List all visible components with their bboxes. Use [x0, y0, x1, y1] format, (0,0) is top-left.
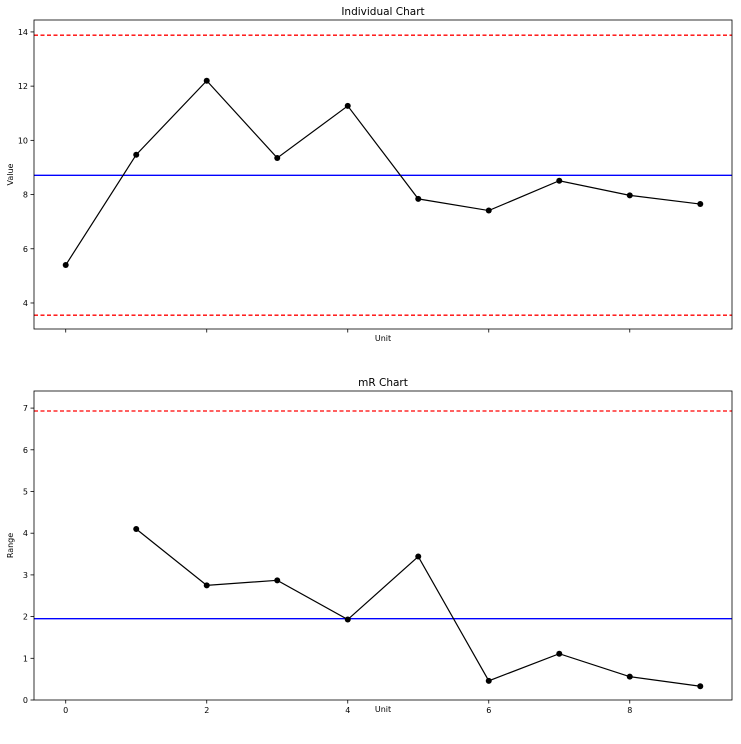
data-point	[62, 262, 69, 269]
y-tick-label: 3	[23, 571, 28, 580]
x-axis-label: Unit	[375, 334, 391, 343]
data-point	[697, 201, 704, 208]
y-tick-label: 5	[23, 487, 28, 496]
y-tick-label: 8	[23, 191, 28, 200]
data-point	[274, 154, 281, 161]
y-tick-label: 14	[18, 28, 28, 37]
x-tick-label: 2	[204, 706, 209, 715]
y-tick-label: 2	[23, 613, 28, 622]
data-point	[556, 650, 563, 657]
data-point	[133, 526, 140, 533]
individual-chart: Individual Chart Unit Value 4 6 8 10 12 14	[6, 6, 733, 343]
x-tick-label: 8	[627, 706, 632, 715]
y-tick-label: 12	[18, 82, 28, 91]
data-point	[203, 77, 210, 84]
data-point	[415, 553, 422, 560]
data-point	[556, 177, 563, 184]
data-point	[626, 192, 633, 199]
x-tick-label: 0	[63, 706, 68, 715]
data-point	[697, 683, 704, 690]
data-point	[415, 195, 422, 202]
x-tick-label: 4	[345, 706, 350, 715]
data-point	[203, 582, 210, 589]
y-tick-label: 7	[23, 404, 28, 413]
plot-frame	[33, 390, 733, 701]
data-point	[626, 673, 633, 680]
y-axis-label: Range	[6, 533, 15, 558]
plot-frame	[33, 19, 733, 330]
y-tick-label: 4	[23, 299, 28, 308]
y-tick-label: 4	[23, 529, 28, 538]
data-point	[485, 677, 492, 684]
chart-title: mR Chart	[358, 377, 408, 389]
y-tick-label: 0	[23, 696, 28, 705]
data-point	[133, 151, 140, 158]
y-tick-label: 6	[23, 446, 28, 455]
x-axis-label: Unit	[375, 705, 391, 714]
data-point	[274, 577, 281, 584]
data-series-line	[135, 528, 701, 687]
y-axis-label: Value	[6, 163, 15, 185]
y-tick-label: 1	[23, 654, 28, 663]
y-tick-label: 6	[23, 245, 28, 254]
data-point	[344, 616, 351, 623]
data-point	[344, 102, 351, 109]
mr-chart: mR Chart Unit Range 0 1 2 3 4 5 6 7 0 2 4 6 8	[6, 377, 733, 715]
data-point	[485, 207, 492, 214]
x-tick-label: 6	[486, 706, 491, 715]
y-tick-label: 10	[18, 136, 28, 145]
data-series-line	[65, 79, 701, 266]
chart-title: Individual Chart	[341, 6, 424, 18]
